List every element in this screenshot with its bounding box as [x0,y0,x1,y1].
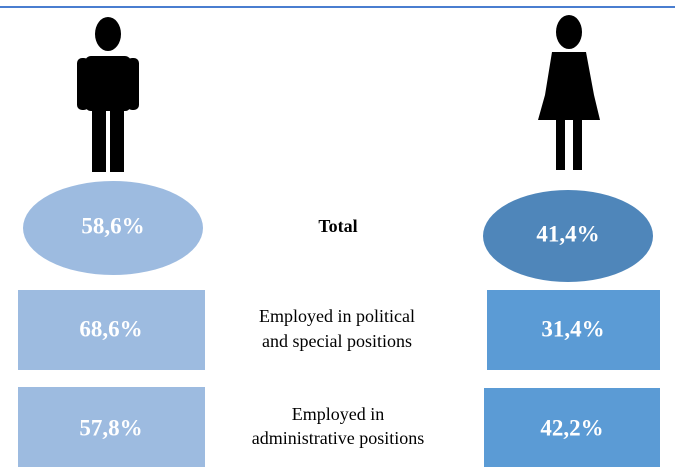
men-box [18,290,205,370]
women-total: 41,4% [536,221,599,246]
row-label: Total [318,216,357,236]
row-label: Employed in [292,404,385,424]
male-icon [77,17,139,172]
men-total-ellipse [23,181,203,275]
row-label: Employed in political [259,306,415,326]
women-total-ellipse [483,190,653,282]
row-label: and special positions [262,331,412,351]
women-percent: 31,4% [541,316,604,341]
women-box [484,388,660,467]
women-percent: 42,2% [540,415,603,440]
row-label: administrative positions [252,428,425,448]
female-icon [538,15,600,170]
men-percent: 57,8% [79,415,142,440]
women-box [487,290,660,370]
men-percent: 68,6% [79,316,142,341]
men-total: 58,6% [81,213,144,238]
men-box [18,387,205,467]
